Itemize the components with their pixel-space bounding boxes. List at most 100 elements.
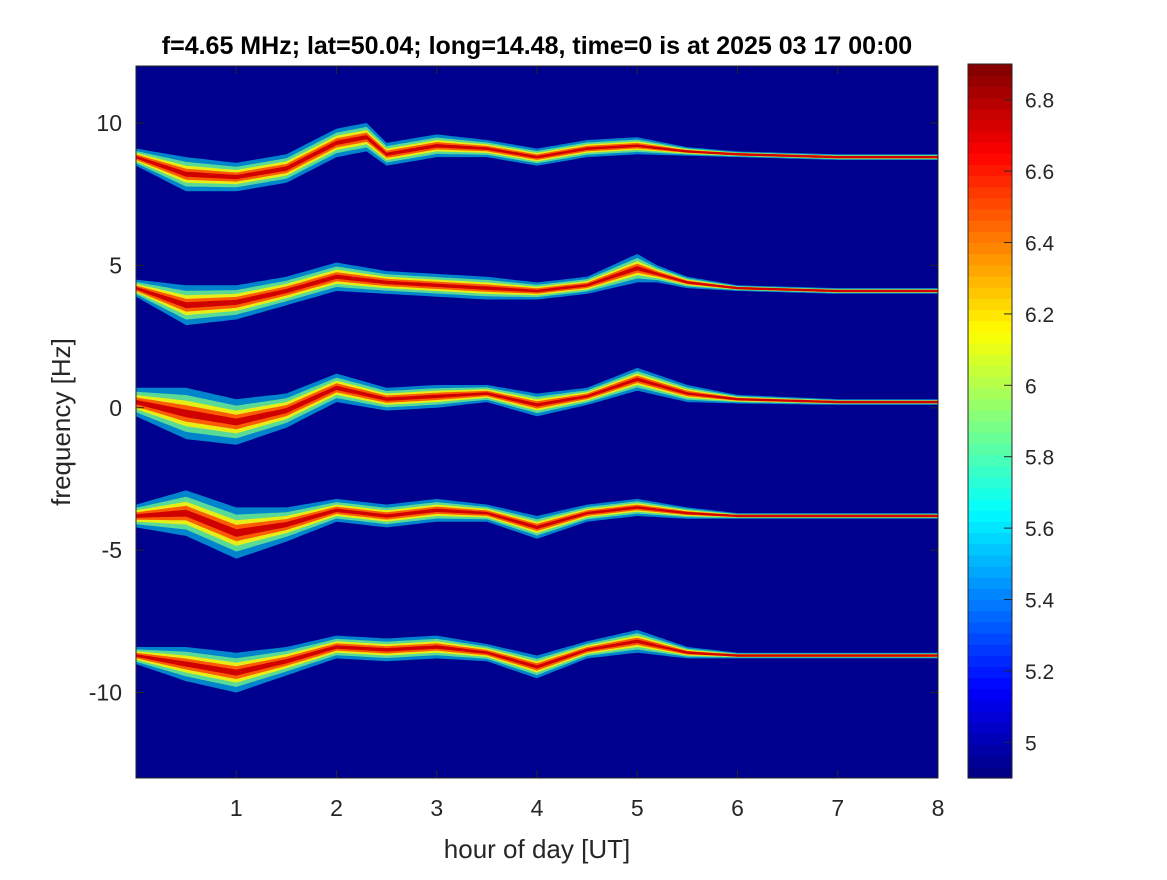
- colorbar-swatch: [968, 108, 1012, 121]
- colorbar-swatch: [968, 443, 1012, 456]
- x-axis-ticks: 1 2 3 4 5 6 7 8: [230, 66, 945, 821]
- colorbar-tick-label: 5.2: [1025, 661, 1054, 684]
- ridge-4-layer-5: [136, 506, 938, 537]
- colorbar-swatch: [968, 175, 1012, 188]
- colorbar-swatch: [968, 599, 1012, 612]
- colorbar-swatch: [968, 186, 1012, 199]
- y-tick-label: 10: [96, 110, 122, 136]
- ridge-3-layer-5: [136, 377, 938, 426]
- x-tick-label: 8: [932, 795, 945, 821]
- colorbar-swatch: [968, 398, 1012, 411]
- colorbar-tick-label: 5.8: [1025, 447, 1054, 470]
- colorbar-swatch: [968, 242, 1012, 255]
- colorbar-tick-label: 6.8: [1025, 90, 1054, 113]
- colorbar-swatch: [968, 253, 1012, 266]
- colorbar-swatch: [968, 164, 1012, 177]
- y-axis-ticks: -10 -5 0 5 10: [89, 110, 938, 706]
- colorbar-swatch: [968, 432, 1012, 444]
- colorbar-swatch: [968, 231, 1012, 244]
- x-tick-label: 2: [330, 795, 343, 821]
- colorbar-swatch: [968, 510, 1012, 523]
- ridge-4-layer-4: [136, 504, 938, 542]
- colorbar-swatch: [968, 197, 1012, 210]
- y-tick-label: 0: [109, 395, 122, 421]
- colorbar-tick-label: 6: [1025, 375, 1037, 398]
- x-tick-label: 1: [230, 795, 243, 821]
- colorbar-swatch: [968, 376, 1012, 389]
- colorbar-swatch: [968, 64, 1012, 76]
- colorbar-swatch: [968, 220, 1012, 232]
- colorbar-swatch: [968, 699, 1012, 712]
- colorbar-swatch: [968, 722, 1012, 734]
- colorbar-tick-label: 6.2: [1025, 304, 1054, 327]
- x-tick-label: 3: [430, 795, 443, 821]
- colorbar-swatch: [968, 487, 1012, 500]
- colorbar-swatch: [968, 365, 1012, 377]
- colorbar-swatch: [968, 532, 1012, 545]
- colorbar-swatch: [968, 409, 1012, 422]
- colorbar-swatch: [968, 75, 1012, 87]
- x-tick-label: 5: [631, 795, 644, 821]
- x-tick-label: 4: [531, 795, 544, 821]
- colorbar-swatch: [968, 354, 1012, 366]
- ridge-1-layer-5: [136, 135, 938, 180]
- colorbar-swatch: [968, 421, 1012, 433]
- colorbar-swatch: [968, 86, 1012, 99]
- colorbar-swatch: [968, 566, 1012, 578]
- colorbar-swatch: [968, 644, 1012, 656]
- colorbar-swatch: [968, 275, 1012, 288]
- colorbar-tick-label: 5.4: [1025, 590, 1055, 613]
- colorbar-tick-label: 6.4: [1025, 233, 1055, 256]
- colorbar-swatch: [968, 476, 1012, 489]
- colorbar-swatch: [968, 666, 1012, 679]
- colorbar-swatch: [968, 755, 1012, 768]
- x-tick-label: 7: [831, 795, 844, 821]
- ridge-2-layer-5: [136, 266, 938, 309]
- ridge-5-layer-5: [136, 639, 938, 676]
- colorbar-swatch: [968, 465, 1012, 478]
- colorbar-tick-label: 6.6: [1025, 161, 1054, 184]
- colorbar-swatch: [968, 766, 1012, 779]
- x-tick-label: 6: [731, 795, 744, 821]
- colorbar-swatch: [968, 521, 1012, 534]
- colorbar-swatch: [968, 632, 1012, 645]
- colorbar-swatch: [968, 309, 1012, 322]
- colorbar-swatch: [968, 287, 1012, 299]
- colorbar-swatch: [968, 499, 1012, 511]
- spectral-ridges: [136, 123, 938, 693]
- colorbar-swatch: [968, 554, 1012, 567]
- colorbar: 5 5.2 5.4 5.6 5.8 6 6.2 6.4 6.6 6.8: [967, 63, 1055, 779]
- colorbar-swatch: [968, 142, 1012, 154]
- y-tick-label: -10: [89, 680, 122, 706]
- colorbar-swatch: [968, 153, 1012, 166]
- colorbar-swatch: [968, 677, 1012, 690]
- colorbar-swatch: [968, 577, 1012, 589]
- colorbar-swatch: [968, 733, 1012, 746]
- colorbar-swatch: [968, 543, 1012, 556]
- x-axis-label: hour of day [UT]: [444, 834, 630, 864]
- colorbar-frame: [967, 63, 1013, 779]
- y-tick-label: -5: [102, 537, 122, 563]
- colorbar-swatch: [968, 264, 1012, 277]
- y-axis-label: frequency [Hz]: [46, 338, 76, 506]
- colorbar-swatch: [968, 97, 1012, 110]
- y-tick-label: 5: [109, 252, 122, 278]
- colorbar-swatch: [968, 298, 1012, 311]
- colorbar-swatch: [968, 320, 1012, 333]
- colorbar-swatch: [968, 387, 1012, 400]
- colorbar-swatch: [968, 610, 1012, 623]
- colorbar-swatch: [968, 454, 1012, 467]
- chart-title: f=4.65 MHz; lat=50.04; long=14.48, time=…: [162, 32, 912, 60]
- colorbar-swatch: [968, 209, 1012, 221]
- colorbar-swatch: [968, 655, 1012, 668]
- colorbar-swatch: [968, 130, 1012, 143]
- colorbar-swatch: [968, 688, 1012, 701]
- colorbar-swatch: [968, 119, 1012, 132]
- colorbar-swatch: [968, 331, 1012, 344]
- colorbar-swatch: [968, 621, 1012, 634]
- colorbar-swatch: [968, 342, 1012, 355]
- colorbar-tick-label: 5.6: [1025, 518, 1054, 541]
- colorbar-swatch: [968, 711, 1012, 723]
